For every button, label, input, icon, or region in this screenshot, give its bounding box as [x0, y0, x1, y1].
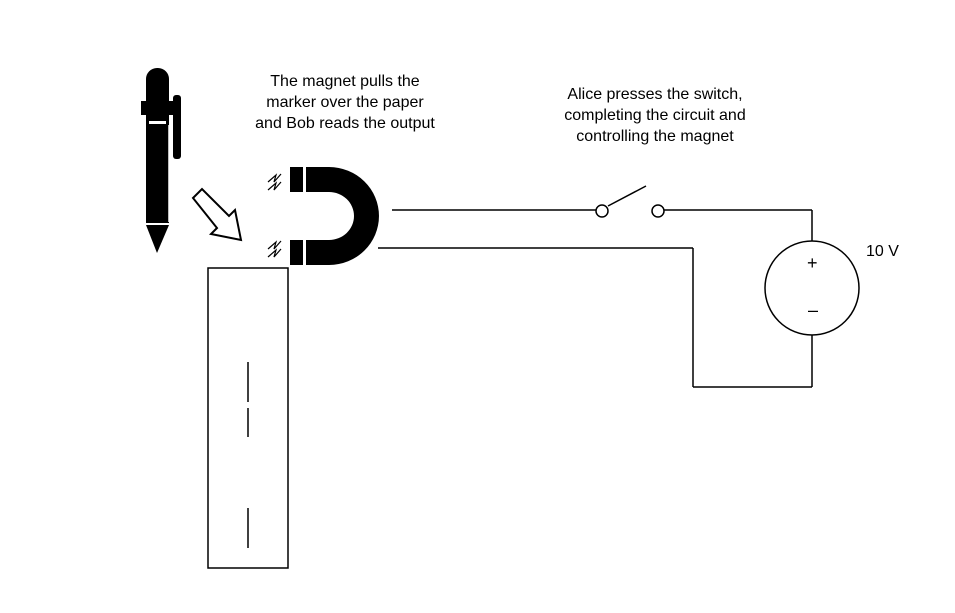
- arrow-icon: [191, 187, 243, 242]
- caption-line: The magnet pulls the: [270, 73, 420, 90]
- plus-terminal-label: +: [807, 253, 818, 273]
- switch-caption: Alice presses the switch, completing the…: [535, 84, 775, 147]
- voltage-label: 10 V: [866, 243, 899, 260]
- caption-line: completing the circuit and: [564, 107, 746, 124]
- magnet-caption: The magnet pulls the marker over the pap…: [230, 71, 460, 134]
- caption-line: Alice presses the switch,: [567, 86, 743, 103]
- voltage-source-icon: [764, 240, 860, 336]
- circuit-wires: [378, 209, 813, 388]
- switch-icon: [595, 185, 665, 218]
- pen-icon: [141, 68, 181, 253]
- magnetic-field-icon: [267, 173, 282, 258]
- caption-line: marker over the paper: [266, 94, 424, 111]
- caption-line: controlling the magnet: [576, 128, 734, 145]
- paper-strip: [207, 267, 289, 569]
- caption-line: and Bob reads the output: [255, 115, 435, 132]
- minus-terminal-label: –: [808, 300, 819, 320]
- horseshoe-magnet-icon: [290, 167, 379, 265]
